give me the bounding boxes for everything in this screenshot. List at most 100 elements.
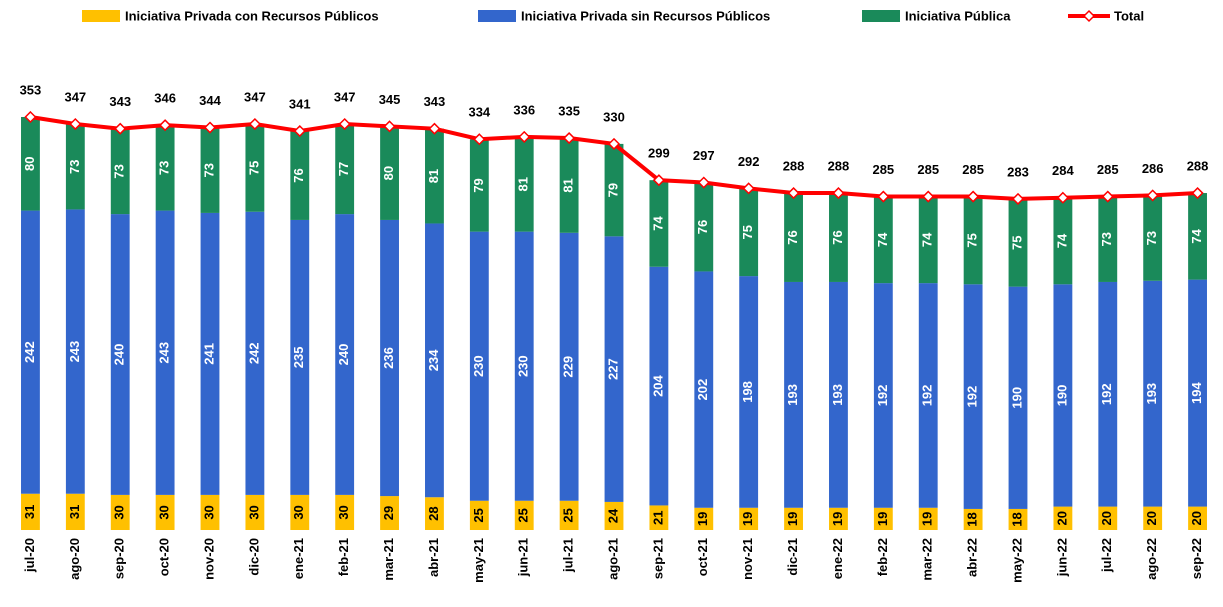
total-marker [293, 124, 306, 138]
bar-segment [963, 508, 983, 530]
value-label: 192 [965, 386, 980, 408]
bar-segment [21, 116, 40, 211]
bar-segment [918, 283, 938, 508]
value-label: 74 [920, 232, 935, 247]
value-label: 31 [67, 505, 82, 519]
bar-segment [469, 231, 489, 501]
x-tick-label: jul-20 [22, 538, 37, 573]
value-label: 76 [785, 230, 800, 244]
value-label: 74 [650, 215, 665, 230]
bar-segment [829, 507, 848, 530]
bar-segment [1188, 279, 1207, 507]
total-label: 285 [962, 162, 984, 177]
legend-swatch [862, 10, 900, 22]
total-marker [832, 186, 845, 200]
bar-segment [65, 493, 85, 530]
x-tick-label: feb-21 [336, 538, 351, 576]
x-tick-label: nov-20 [201, 538, 216, 580]
value-label: 19 [740, 512, 755, 526]
value-label: 30 [201, 505, 216, 519]
bar-segment [155, 125, 175, 211]
value-label: 81 [426, 169, 441, 183]
bar-segment [290, 494, 310, 530]
total-marker [652, 174, 665, 187]
bar-segment [200, 127, 220, 213]
value-label: 25 [516, 508, 531, 522]
bar-segment [1143, 195, 1163, 281]
value-label: 20 [1144, 511, 1159, 525]
value-label: 229 [561, 356, 576, 378]
value-label: 74 [1189, 228, 1204, 243]
bar-segment [1188, 193, 1207, 280]
total-label: 288 [1187, 158, 1209, 173]
legend-label: Iniciativa Privada con Recursos Públicos [125, 8, 379, 23]
value-label: 80 [381, 166, 396, 180]
value-label: 30 [157, 505, 172, 519]
bar-segment [514, 231, 534, 501]
total-marker [428, 122, 441, 135]
bar-segment [1053, 284, 1073, 507]
bar-segment [559, 138, 579, 233]
bar-segment [110, 128, 130, 215]
total-marker [742, 182, 755, 195]
x-tick-label: mar-22 [920, 538, 935, 581]
bar-segment [604, 236, 624, 502]
total-marker [607, 137, 621, 150]
value-label: 30 [246, 505, 261, 519]
x-tick-label: sep-20 [112, 538, 127, 579]
value-label: 192 [1099, 383, 1114, 405]
value-label: 240 [112, 344, 127, 366]
bar-segment [963, 284, 983, 509]
total-marker [203, 121, 217, 134]
total-label: 353 [20, 82, 42, 97]
bar-segment [425, 223, 444, 498]
value-label: 198 [740, 381, 755, 403]
bar-segment [604, 143, 624, 237]
total-marker [518, 130, 531, 143]
x-tick-label: ago-20 [67, 538, 82, 580]
bar-segment [784, 193, 803, 282]
value-label: 204 [650, 374, 665, 396]
value-label: 30 [112, 505, 127, 519]
value-label: 81 [561, 178, 576, 192]
legend-label: Iniciativa Privada sin Recursos Públicos [521, 8, 770, 23]
bar-segment [1008, 508, 1028, 530]
x-tick-label: dic-21 [785, 538, 800, 576]
x-tick-label: may-22 [1009, 538, 1024, 583]
x-tick-label: ago-21 [605, 538, 620, 580]
value-label: 240 [336, 344, 351, 366]
total-marker [248, 117, 261, 131]
value-label: 73 [1099, 232, 1114, 246]
value-label: 75 [246, 161, 261, 175]
value-label: 75 [740, 225, 755, 239]
value-label: 74 [875, 232, 890, 247]
x-tick-label: sep-22 [1189, 538, 1204, 579]
total-marker [967, 190, 980, 203]
value-label: 30 [291, 505, 306, 519]
total-label: 297 [693, 148, 715, 163]
value-label: 20 [1054, 511, 1069, 525]
bar-segment [1098, 281, 1118, 507]
value-label: 75 [1009, 236, 1024, 250]
bar-segment [963, 196, 983, 285]
value-label: 31 [22, 505, 37, 519]
bar-segment [469, 500, 489, 530]
bar-segment [918, 196, 938, 284]
x-tick-label: nov-21 [740, 538, 755, 580]
total-marker [877, 190, 890, 203]
bar-segment [694, 182, 714, 272]
legend-label: Iniciativa Pública [905, 8, 1011, 23]
bar-segment [200, 212, 220, 495]
bar-segment [649, 266, 669, 506]
value-label: 74 [1054, 233, 1069, 248]
bar-segment [649, 180, 669, 267]
value-label: 79 [471, 178, 486, 192]
value-label: 21 [650, 510, 665, 524]
value-label: 75 [965, 233, 980, 247]
x-tick-label: ene-21 [291, 538, 306, 579]
value-label: 19 [695, 512, 710, 526]
bar-segment [1098, 506, 1118, 530]
value-label: 241 [201, 343, 216, 365]
value-label: 25 [561, 508, 576, 522]
x-tick-label: feb-22 [875, 538, 890, 576]
